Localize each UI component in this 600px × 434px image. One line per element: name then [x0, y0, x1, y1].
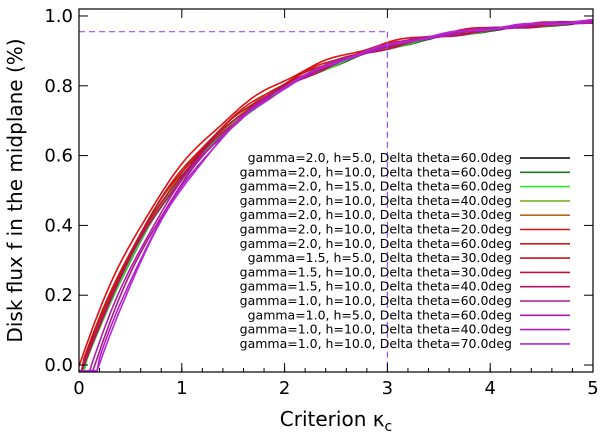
series-line [79, 19, 593, 372]
axes: 0 1 2 3 4 5 0.0 0.2 0.4 0.6 0.8 1.0 [44, 6, 598, 399]
legend-entry-label: gamma=2.0, h=10.0, Delta theta=60.0deg [240, 164, 512, 179]
x-tick-label: 1 [176, 378, 187, 399]
x-axis-label: Criterion κc [280, 407, 392, 434]
y-tick-label: 0.8 [44, 76, 73, 97]
legend-entry-label: gamma=2.0, h=10.0, Delta theta=30.0deg [240, 207, 512, 222]
legend-entry-label: gamma=2.0, h=5.0, Delta theta=60.0deg [248, 150, 512, 165]
y-axis-label: Disk flux f in the midplane (%) [3, 38, 27, 342]
legend-entry-label: gamma=2.0, h=10.0, Delta theta=20.0deg [240, 222, 512, 237]
legend-entry-label: gamma=1.5, h=5.0, Delta theta=30.0deg [248, 250, 512, 265]
legend-entry-label: gamma=1.0, h=5.0, Delta theta=60.0deg [248, 307, 512, 322]
y-tick-label: 0.4 [44, 215, 73, 236]
series-line [79, 18, 593, 372]
y-tick-label: 1.0 [44, 6, 73, 27]
y-tick-label: 0.6 [44, 146, 73, 167]
legend-entry-label: gamma=1.0, h=10.0, Delta theta=60.0deg [240, 293, 512, 308]
x-tick-label: 3 [382, 378, 393, 399]
legend-entry-label: gamma=2.0, h=10.0, Delta theta=40.0deg [240, 193, 512, 208]
reference-lines [79, 31, 388, 372]
legend-entry-label: gamma=1.5, h=10.0, Delta theta=30.0deg [240, 264, 512, 279]
legend: gamma=2.0, h=5.0, Delta theta=60.0deggam… [240, 150, 570, 351]
y-tick-label: 0.0 [44, 355, 73, 376]
x-tick-label: 4 [484, 378, 495, 399]
y-tick-label: 0.2 [44, 285, 73, 306]
plot-frame [78, 8, 594, 373]
legend-entry-label: gamma=2.0, h=15.0, Delta theta=60.0deg [240, 179, 512, 194]
legend-entry-label: gamma=2.0, h=10.0, Delta theta=60.0deg [240, 236, 512, 251]
legend-entry-label: gamma=1.0, h=10.0, Delta theta=40.0deg [240, 322, 512, 337]
series-lines [79, 18, 593, 372]
x-tick-label: 2 [279, 378, 290, 399]
x-tick-label: 5 [587, 378, 598, 399]
x-tick-label: 0 [73, 378, 84, 399]
legend-entry-label: gamma=1.0, h=10.0, Delta theta=70.0deg [240, 336, 512, 351]
legend-entry-label: gamma=1.5, h=10.0, Delta theta=40.0deg [240, 279, 512, 294]
